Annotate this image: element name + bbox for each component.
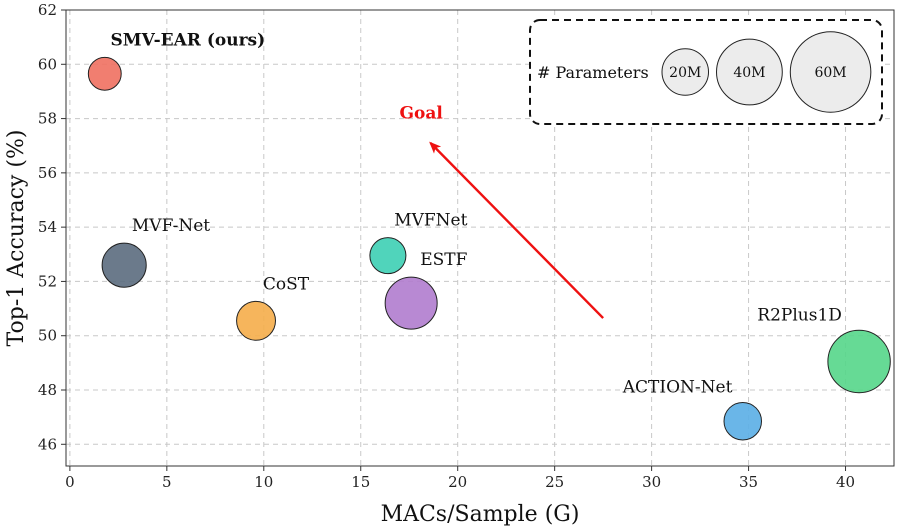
y-axis-label: Top-1 Accuracy (%) [4, 130, 29, 347]
bubble-r2plus1d [827, 329, 891, 394]
x-tick-label: 20 [448, 473, 467, 491]
goal-arrow [429, 141, 604, 319]
bubble-estf [384, 276, 438, 330]
x-tick-label: 0 [65, 473, 75, 491]
label-cost: CoST [263, 274, 310, 294]
label-r2plus1d: R2Plus1D [757, 305, 842, 325]
y-tick-label: 46 [38, 435, 57, 453]
legend-bubble-20m [661, 48, 710, 96]
y-tick-label: 54 [38, 218, 57, 236]
y-tick-label: 60 [38, 55, 57, 73]
legend-bubble-40m [716, 38, 783, 106]
legend-label-40m: 40M [733, 65, 765, 81]
bubble-cost [236, 300, 276, 341]
y-tick-label: 52 [38, 272, 57, 290]
y-tick-label: 48 [38, 381, 57, 399]
legend: # Parameters 20M 40M 60M [529, 19, 883, 125]
x-tick-label: 40 [836, 473, 855, 491]
legend-bubble-60m [789, 31, 872, 113]
y-tick-label: 62 [38, 1, 57, 19]
label-mvf-net: MVF-Net [132, 216, 210, 236]
bubble-smv-ear-ours [87, 56, 122, 91]
goal-label: Goal [400, 104, 444, 124]
x-tick-label: 30 [642, 473, 661, 491]
label-estf: ESTF [420, 250, 467, 270]
goal-annotation: Goal [400, 104, 604, 319]
x-tick-label: 35 [739, 473, 758, 491]
x-axis-ticks: 0 5 10 15 20 25 30 35 40 [65, 466, 855, 491]
bubble-mvfnet [369, 237, 407, 275]
x-tick-label: 25 [545, 473, 564, 491]
y-tick-label: 58 [38, 110, 57, 128]
y-axis-ticks: 46 48 50 52 54 56 58 60 62 [38, 1, 66, 453]
y-tick-label: 50 [38, 327, 57, 345]
legend-label-60m: 60M [814, 65, 846, 81]
bubble-mvf-net [101, 242, 147, 288]
legend-title: # Parameters [537, 63, 649, 82]
x-tick-label: 10 [254, 473, 273, 491]
y-tick-label: 56 [38, 164, 57, 182]
label-action-net: ACTION-Net [622, 377, 733, 397]
label-smv-ear-ours: SMV-EAR (ours) [111, 30, 266, 50]
legend-label-20m: 20M [669, 65, 701, 81]
data-points: SMV-EAR (ours) MVF-Net CoST MVFNet ESTF ACTIO… [87, 30, 891, 441]
bubble-action-net [723, 401, 762, 441]
plot-area-frame [65, 9, 895, 467]
x-tick-label: 5 [162, 473, 172, 491]
x-axis-label: MACs/Sample (G) [381, 502, 580, 527]
label-mvfnet: MVFNet [394, 211, 467, 231]
x-tick-label: 15 [351, 473, 370, 491]
